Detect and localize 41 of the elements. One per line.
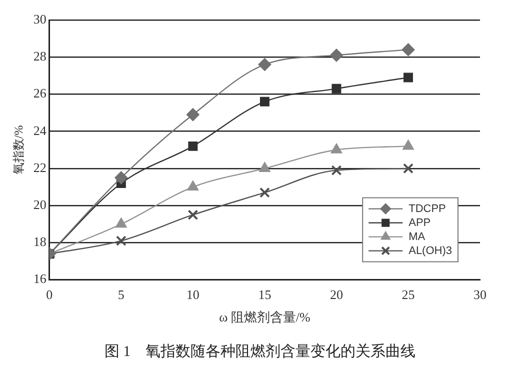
point: [330, 48, 343, 62]
x-axis-title: ω 阻燃剂含量/%: [219, 310, 310, 325]
caption: 图 1 氧指数随各种阻燃剂含量变化的关系曲线: [103, 342, 417, 361]
y-tick-label: 18: [33, 234, 46, 250]
point: [116, 236, 126, 246]
y-tick-label: 22: [33, 160, 46, 175]
point: [115, 218, 127, 228]
x-tick-label: 20: [330, 287, 343, 302]
legend-label: AL(OH)3: [408, 244, 452, 257]
point: [260, 96, 270, 106]
x-tick-label: 25: [402, 287, 415, 302]
point: [188, 141, 198, 151]
y-tick-label: 20: [33, 196, 46, 212]
x-tick-label: 5: [118, 287, 124, 302]
point: [186, 108, 200, 122]
y-tick-label: 16: [33, 271, 47, 286]
point: [402, 163, 414, 174]
x-tick-label: 30: [474, 287, 486, 302]
x-tick-label: 10: [186, 287, 200, 302]
point: [259, 162, 270, 172]
legend-label: MA: [408, 230, 426, 243]
x-tick-label: 15: [258, 287, 272, 302]
point: [188, 210, 198, 220]
point: [258, 58, 272, 72]
legend-label: APP: [408, 216, 431, 229]
legend-label: TDCPP: [408, 202, 446, 215]
point: [402, 43, 415, 56]
point: [114, 171, 128, 184]
y-tick-label: 24: [33, 122, 47, 138]
point: [330, 143, 342, 154]
point: [187, 180, 199, 191]
point: [332, 84, 342, 94]
y-tick-label: 30: [33, 11, 46, 26]
y-axis-title: 氧指数/%: [11, 125, 26, 175]
y-tick-label: 28: [33, 48, 46, 64]
point: [402, 140, 414, 150]
y-tick-label: 26: [33, 86, 47, 101]
x-tick-label: 0: [46, 287, 53, 302]
point: [259, 187, 270, 198]
point: [331, 165, 342, 176]
point: [403, 72, 413, 82]
